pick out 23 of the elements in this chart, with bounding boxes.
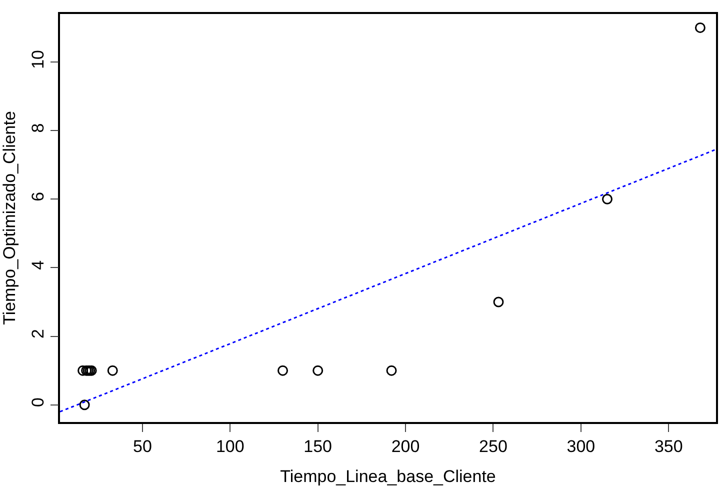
x-tick-label: 50	[132, 437, 152, 456]
y-axis-title: Tiempo_Optimizado_Cliente	[0, 111, 19, 325]
y-tick-label: 2	[28, 329, 48, 338]
point	[694, 22, 706, 33]
point	[79, 400, 90, 410]
x-tick-label: 100	[216, 437, 244, 456]
point	[107, 365, 118, 376]
x-axis-title: Tiempo_Linea_base_Cliente	[280, 467, 496, 486]
point	[312, 365, 324, 376]
x-tick-label: 250	[479, 437, 508, 456]
point	[386, 365, 397, 376]
y-tick-label: 6	[28, 192, 48, 202]
point	[602, 194, 612, 204]
x-tick-label: 300	[566, 437, 596, 456]
y-tick-label: 10	[28, 50, 48, 69]
point	[493, 296, 504, 308]
x-tick-label: 150	[304, 437, 332, 456]
y-tick-label: 8	[28, 123, 48, 133]
x-tick-label: 200	[391, 437, 420, 456]
x-tick-label: 350	[654, 437, 683, 456]
y-tick-label: 0	[28, 398, 48, 408]
point	[278, 365, 288, 376]
y-tick-label: 4	[28, 260, 48, 270]
